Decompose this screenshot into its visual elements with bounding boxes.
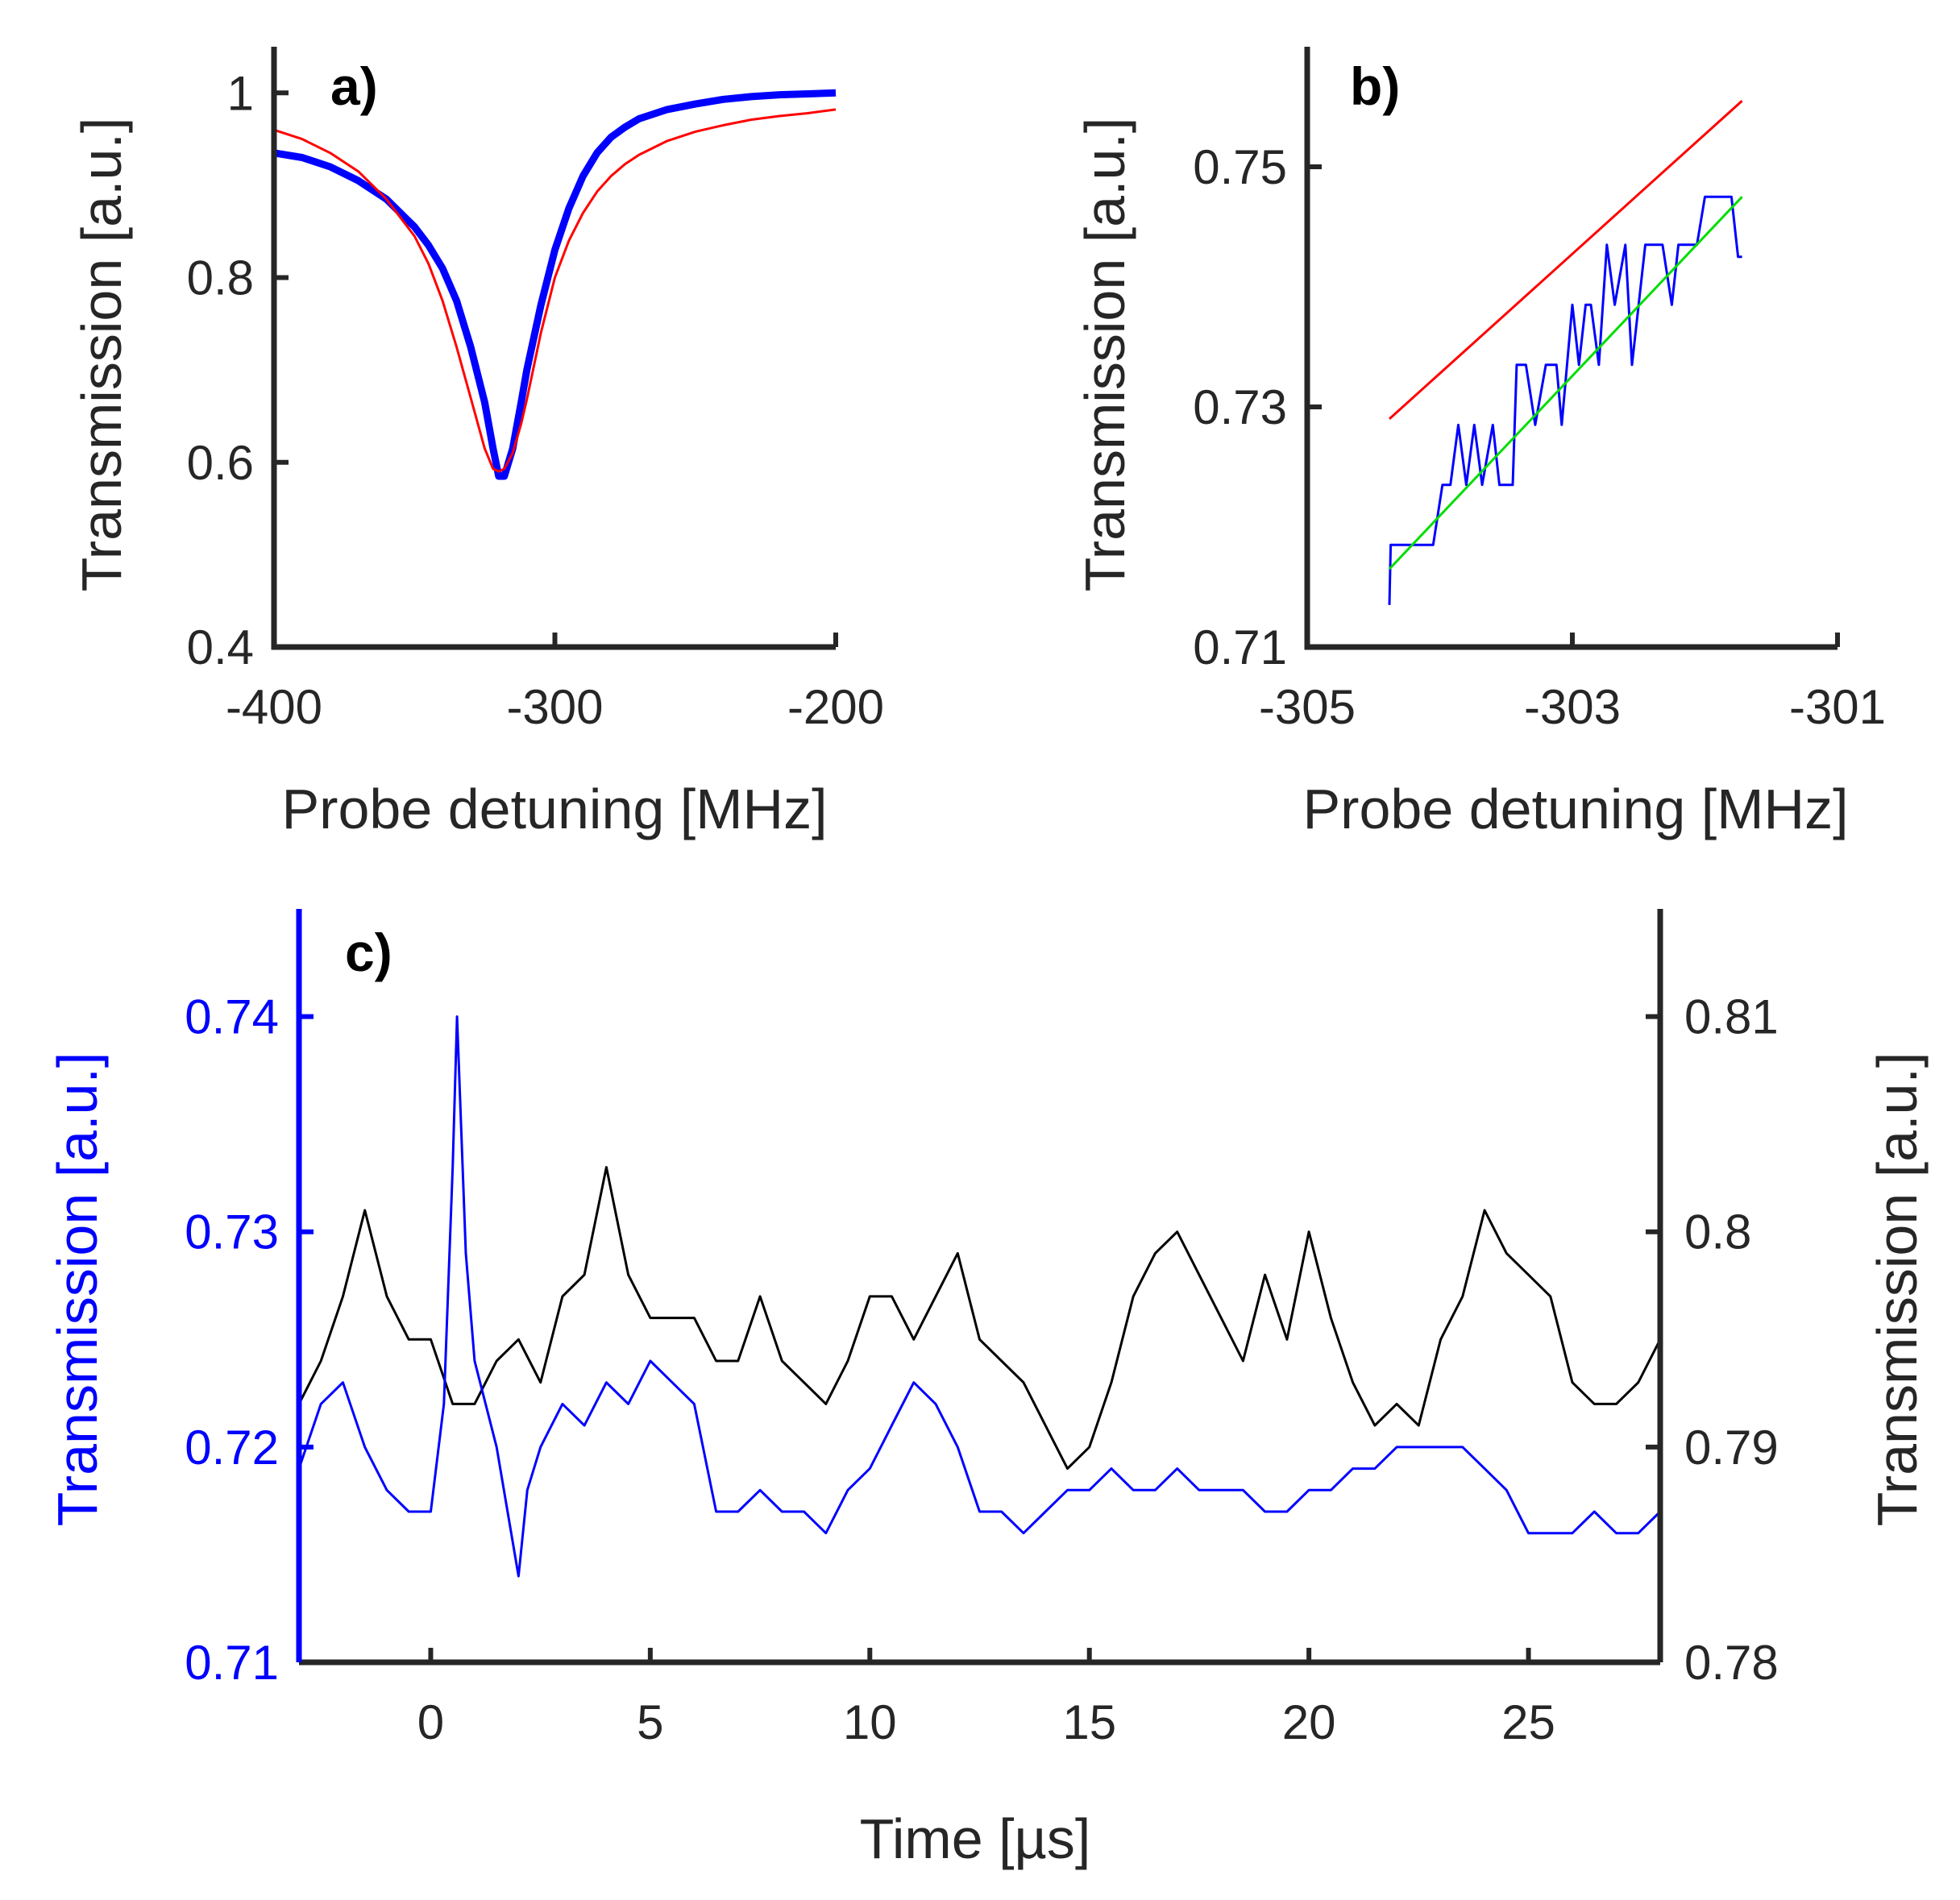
panel-b-measured-line <box>1388 195 1742 605</box>
panel-c-xtick-label: 15 <box>1062 1695 1116 1749</box>
panel-a: -400 -300 -200 0.4 0.6 0.8 1 a) Probe detuning… <box>70 47 884 840</box>
panel-c-xtick-label: 10 <box>843 1695 897 1749</box>
panel-b-ytick-label: 0.71 <box>1193 620 1287 674</box>
panel-c-xlabel: Time [µs] <box>860 1807 1091 1870</box>
panel-b: -305 -303 -301 0.71 0.73 0.75 b) Probe detuni… <box>1073 47 1886 840</box>
panel-a-measured-line <box>273 89 837 480</box>
panel-b-axes <box>1304 47 1838 650</box>
panel-c-left-ytick-label: 0.74 <box>185 990 279 1044</box>
panel-a-ytick-label: 0.8 <box>187 251 254 305</box>
panel-b-model-line <box>1388 99 1743 421</box>
panel-b-series <box>1388 99 1743 605</box>
panel-c: 0 5 10 15 20 25 0.71 0.72 0.73 0.74 0.78 0.79 0.8 0.8… <box>46 909 1929 1870</box>
panel-c-label: c) <box>345 923 392 982</box>
panel-c-xtick-label: 0 <box>417 1695 444 1749</box>
panel-a-axes <box>271 47 836 650</box>
panel-a-ytick-label: 0.6 <box>187 436 254 490</box>
panel-b-xtick-label: -303 <box>1524 680 1621 734</box>
panel-c-left-ytick-label: 0.71 <box>185 1636 279 1690</box>
panel-c-left-ytick-label: 0.72 <box>185 1421 279 1475</box>
panel-b-label: b) <box>1350 56 1400 116</box>
panel-b-ytick-label: 0.73 <box>1193 380 1287 434</box>
panel-c-right-ytick-label: 0.81 <box>1684 990 1779 1044</box>
panel-c-xtick-label: 5 <box>637 1695 663 1749</box>
panel-a-fit-line <box>273 108 837 473</box>
panel-c-left-ytick-label: 0.73 <box>185 1205 279 1259</box>
panel-a-xtick-label: -200 <box>787 680 884 734</box>
panel-b-linear-fit-line <box>1388 196 1743 570</box>
panel-b-xlabel: Probe detuning [MHz] <box>1302 778 1848 840</box>
panel-a-series <box>273 89 837 480</box>
panel-a-ylabel: Transmission [a.u.] <box>70 118 133 592</box>
panel-c-xtick-label: 25 <box>1501 1695 1555 1749</box>
panel-a-ytick-label: 1 <box>227 66 254 120</box>
panel-a-xtick-label: -300 <box>506 680 603 734</box>
panel-c-right-ytick-label: 0.78 <box>1684 1636 1779 1690</box>
panel-b-ticks: -305 -303 -301 0.71 0.73 0.75 <box>1193 140 1886 734</box>
panel-c-right-ytick-label: 0.79 <box>1684 1421 1779 1475</box>
panel-a-xlabel: Probe detuning [MHz] <box>281 778 827 840</box>
panel-a-label: a) <box>330 56 378 116</box>
panel-a-ticks: -400 -300 -200 0.4 0.6 0.8 1 <box>187 66 884 734</box>
panel-a-xtick-label: -400 <box>226 680 322 734</box>
panel-c-right-ytick-label: 0.8 <box>1684 1205 1751 1259</box>
panel-b-xtick-label: -305 <box>1259 680 1356 734</box>
panel-c-right-ylabel: Transmission [a.u.] <box>1866 1052 1929 1527</box>
panel-c-ticks: 0 5 10 15 20 25 0.71 0.72 0.73 0.74 0.78 0.79 0.8 0.8… <box>185 990 1779 1749</box>
panel-a-ytick-label: 0.4 <box>187 620 254 674</box>
panel-b-ytick-label: 0.75 <box>1193 140 1287 194</box>
panel-c-xtick-label: 20 <box>1282 1695 1336 1749</box>
panel-c-series <box>297 1015 1662 1578</box>
panel-c-left-ylabel: Transmission [a.u.] <box>46 1052 109 1527</box>
panel-b-ylabel: Transmission [a.u.] <box>1073 118 1136 592</box>
panel-b-xtick-label: -301 <box>1789 680 1886 734</box>
